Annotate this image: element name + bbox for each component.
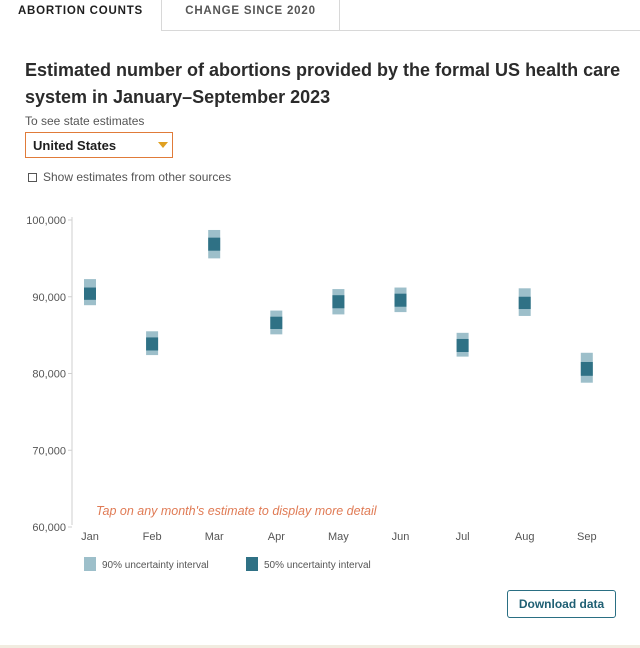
x-axis-ticks: Jan Feb Mar Apr May Jun Jul Aug Sep <box>81 531 596 543</box>
y-tick-label: 70,000 <box>32 445 66 457</box>
download-data-button[interactable]: Download data <box>507 590 616 618</box>
x-tick-label: Sep <box>577 531 597 543</box>
x-tick-label: Apr <box>268 531 285 543</box>
bottom-divider <box>0 645 640 648</box>
ci50-jun <box>394 293 407 307</box>
chart-annotation: Tap on any month's estimate to display m… <box>96 504 378 518</box>
x-tick-label: Feb <box>143 531 162 543</box>
x-tick-label: May <box>328 531 349 543</box>
legend-50-swatch <box>246 557 258 571</box>
y-tick-label: 80,000 <box>32 369 66 381</box>
legend-90-swatch <box>84 557 96 571</box>
tab-abortion-counts[interactable]: ABORTION COUNTS <box>0 0 162 31</box>
ci50-jul <box>456 338 469 353</box>
y-tick-label: 100,000 <box>26 215 66 227</box>
chart-title: Estimated number of abortions provided b… <box>25 60 621 107</box>
ci50-sep <box>580 361 593 376</box>
ci50-mar <box>208 237 221 251</box>
legend-90-label: 90% uncertainty interval <box>102 560 209 571</box>
state-select[interactable]: United States <box>25 132 173 158</box>
tab-bar: ABORTION COUNTS CHANGE SINCE 2020 <box>0 0 640 31</box>
legend-90: 90% uncertainty interval <box>84 557 209 571</box>
y-tick-label: 60,000 <box>32 522 66 534</box>
x-tick-label: Aug <box>515 531 535 543</box>
abortion-estimates-chart: 60,000 70,000 80,000 90,000 100,000 Jan Feb Ma… <box>26 215 596 543</box>
x-tick-label: Jul <box>456 531 470 543</box>
legend-50: 50% uncertainty interval <box>246 557 371 571</box>
legend-50-label: 50% uncertainty interval <box>264 560 371 571</box>
x-tick-label: Mar <box>205 531 224 543</box>
ci50-aug <box>518 296 531 310</box>
state-select-label: To see state estimates <box>25 114 145 128</box>
intervals <box>84 229 593 383</box>
chevron-down-icon <box>158 142 168 148</box>
y-axis-ticks: 60,000 70,000 80,000 90,000 100,000 <box>26 215 72 534</box>
ci50-apr <box>270 316 283 329</box>
x-tick-label: Jan <box>81 531 99 543</box>
state-select-value: United States <box>33 138 117 153</box>
tab-change-since-2020[interactable]: CHANGE SINCE 2020 <box>162 0 340 30</box>
ci50-jan <box>84 287 96 300</box>
y-tick-label: 90,000 <box>32 292 66 304</box>
ci50-may <box>332 295 345 309</box>
other-sources-checkbox[interactable] <box>28 173 37 182</box>
ci50-feb <box>146 337 159 351</box>
x-tick-label: Jun <box>392 531 410 543</box>
other-sources-label: Show estimates from other sources <box>43 170 232 184</box>
other-sources-toggle[interactable]: Show estimates from other sources <box>28 170 231 184</box>
